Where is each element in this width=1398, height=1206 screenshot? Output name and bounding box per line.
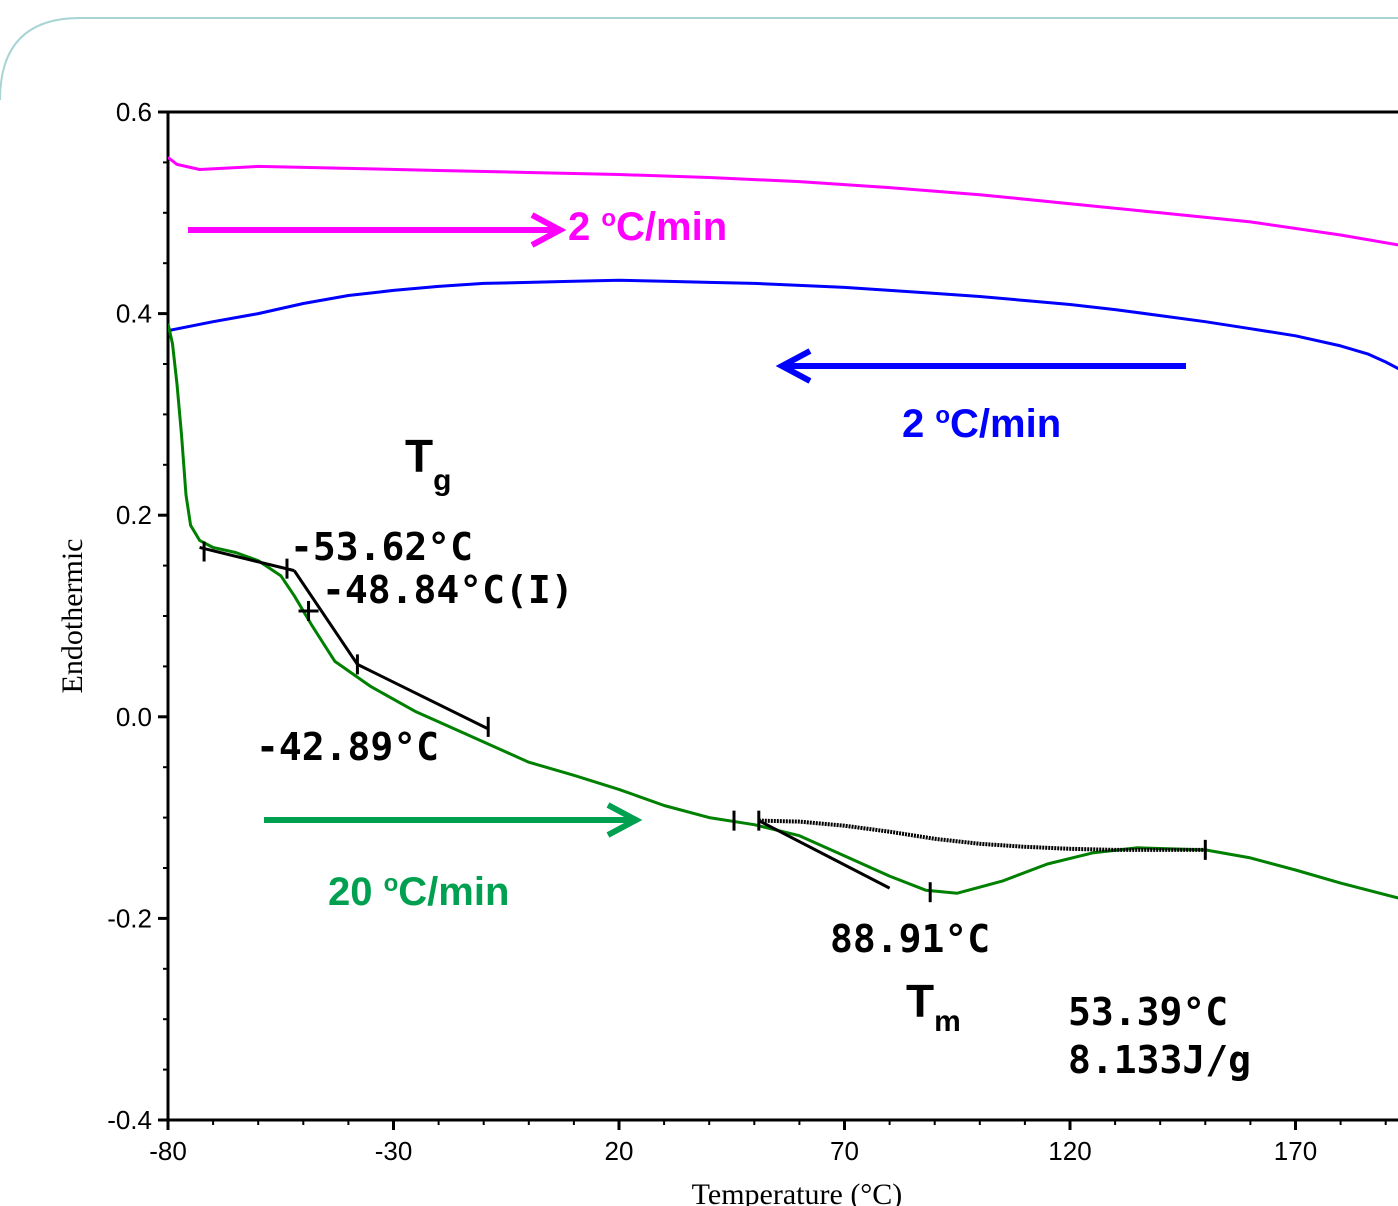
magenta-heating-curve bbox=[168, 156, 1398, 247]
y-tick-label: 0.4 bbox=[116, 299, 152, 329]
plot-area: 0.6 0.4 0.2 0.0 -0.2 -0.4-80 -30 20 70 120 170 bbox=[107, 97, 1398, 1166]
tg-midpoint-label: -48.84°C(I) bbox=[322, 568, 574, 612]
tangent-line bbox=[199, 545, 295, 573]
tangent-line bbox=[758, 819, 891, 890]
x-axis-label: Temperature (°C) bbox=[692, 1178, 903, 1206]
y-tick-label: 0.2 bbox=[116, 500, 152, 530]
enthalpy-label: 8.133J/g bbox=[1068, 1038, 1251, 1082]
blue-series-label: 2 oC/min bbox=[902, 402, 1061, 446]
tg-onset-label: -53.62°C bbox=[290, 525, 473, 569]
green-series-label: 20 oC/min bbox=[328, 870, 509, 914]
green-heating-curve bbox=[168, 323, 1398, 900]
y-tick-label: -0.2 bbox=[107, 903, 152, 933]
y-tick-label: -0.4 bbox=[107, 1105, 152, 1135]
blue-cooling-curve bbox=[168, 278, 1398, 371]
x-tick-label: 20 bbox=[605, 1136, 634, 1166]
tangent-line bbox=[356, 663, 489, 731]
melting-baseline bbox=[758, 818, 1206, 852]
y-axis-label: Endothermic bbox=[56, 539, 89, 694]
x-tick-label: 70 bbox=[830, 1136, 859, 1166]
tg-end-label: -42.89°C bbox=[256, 725, 439, 769]
x-tick-label: 170 bbox=[1274, 1136, 1317, 1166]
x-tick-label: -80 bbox=[149, 1136, 187, 1166]
tangent-line bbox=[293, 569, 359, 666]
tm-onset-label: 53.39°C bbox=[1068, 990, 1228, 1034]
y-tick-label: 0.6 bbox=[116, 97, 152, 127]
magenta-series-label: 2 oC/min bbox=[568, 205, 727, 249]
x-tick-label: 120 bbox=[1048, 1136, 1091, 1166]
blue-direction-arrow-head bbox=[775, 348, 812, 384]
green-direction-arrow-head bbox=[606, 802, 643, 838]
tg-symbol: Tg bbox=[405, 430, 451, 497]
y-tick-label: 0.0 bbox=[116, 702, 152, 732]
slide-frame-border bbox=[0, 17, 1398, 101]
x-tick-label: -30 bbox=[375, 1136, 413, 1166]
tm-symbol: Tm bbox=[906, 975, 961, 1038]
magenta-direction-arrow-head bbox=[530, 212, 567, 248]
tm-peak-label: 88.91°C bbox=[830, 917, 990, 961]
